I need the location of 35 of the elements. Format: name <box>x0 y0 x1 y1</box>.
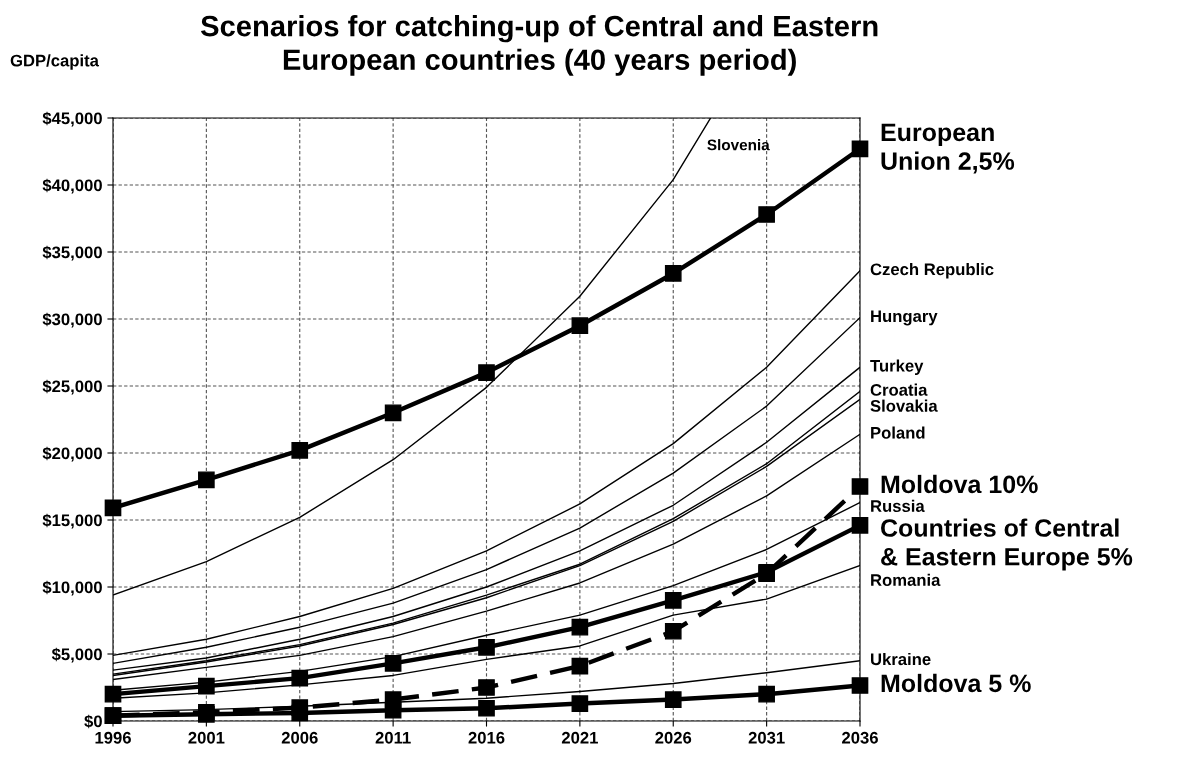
series-label: Poland <box>871 426 925 439</box>
y-tick-label: $45,000 <box>42 111 102 127</box>
series-label: Moldova 10% <box>881 474 1038 494</box>
series-label: Romania <box>871 573 941 586</box>
y-tick-label: $10,000 <box>42 580 102 596</box>
y-tick-label: $5,000 <box>51 647 102 663</box>
series-label: Moldova 5 % <box>881 673 1031 693</box>
series-label: Ukraine <box>871 652 931 666</box>
series-label: Turkey <box>870 359 924 376</box>
x-tick-label: 2021 <box>561 731 598 744</box>
x-tick-label: 2001 <box>188 731 225 744</box>
y-tick-label: $40,000 <box>42 178 102 194</box>
x-tick-label: 2031 <box>748 731 785 744</box>
x-tick-label: 2036 <box>842 731 878 744</box>
y-tick-label: $25,000 <box>42 379 102 395</box>
y-tick-label: $15,000 <box>42 513 102 529</box>
x-tick-label: 2016 <box>468 731 505 744</box>
series-label: European Union 2,5% <box>881 123 1015 174</box>
series-label: Slovenia <box>707 139 770 151</box>
series-label: Czech Republic <box>870 262 994 279</box>
chart-title: Scenarios for catching-up of Central and Eastern European countries (40 years period) <box>200 15 878 76</box>
series-label: Russia <box>871 499 925 512</box>
y-tick-label: $20,000 <box>42 446 102 462</box>
y-axis-title: GDP/capita <box>10 54 100 70</box>
series-label: Croatia <box>870 383 928 396</box>
x-tick-label: 2026 <box>655 731 692 744</box>
series-label: Slovakia <box>870 399 938 412</box>
y-tick-label: $0 <box>84 714 102 729</box>
series-label: Hungary <box>871 310 938 326</box>
y-tick-label: $35,000 <box>42 245 102 261</box>
x-tick-label: 2006 <box>281 731 318 744</box>
y-tick-label: $30,000 <box>42 312 102 328</box>
series-label: Countries of Central & Eastern Europe 5% <box>881 518 1133 571</box>
x-tick-label: 2011 <box>375 731 411 744</box>
x-tick-label: 1996 <box>95 731 131 744</box>
